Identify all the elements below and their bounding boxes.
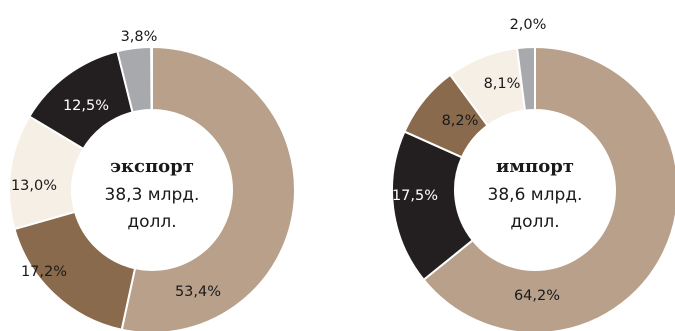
export-slice-label-3: 13,0% [11,178,57,194]
import-title: импорт [496,156,574,177]
export-title: экспорт [110,156,194,177]
export-slice-label-4: 12,5% [63,98,109,114]
import-slice-label-1: 64,2% [514,288,560,304]
import-donut-hole [455,110,615,270]
export-total-unit: долл. [127,212,176,232]
import-total-unit: долл. [510,212,559,232]
import-slice-label-5: 2,0% [510,17,547,33]
import-slice-label-3: 8,2% [442,113,479,129]
export-donut-hole [72,110,232,270]
import-slice-1 [422,45,675,331]
export-donut: 53,4% 17,2% 13,0% 12,5% 3,8% экспорт 38,3 млрд… [8,29,296,331]
export-slice-label-1: 53,4% [175,284,221,300]
import-slice-label-2: 17,5% [392,188,438,204]
import-slice-label-4: 8,1% [484,76,521,92]
export-total-value: 38,3 млрд. [105,185,200,205]
export-slice-label-2: 17,2% [21,264,67,280]
import-total-value: 38,6 млрд. [488,185,583,205]
export-slice-label-5: 3,8% [121,29,158,45]
import-donut: 64,2% 17,5% 8,2% 8,1% 2,0% импорт 38,6 млрд. до… [391,17,675,331]
